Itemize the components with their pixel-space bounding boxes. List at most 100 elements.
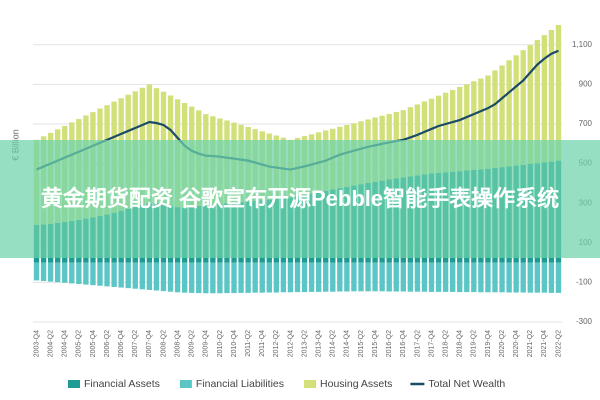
bar (464, 262, 470, 293)
legend-label: Housing Assets (320, 378, 392, 390)
bar (365, 262, 371, 292)
bar (174, 262, 181, 293)
x-tick-label: 2005-Q4 (90, 330, 97, 357)
bar (372, 262, 378, 292)
bar (506, 262, 512, 293)
bar (435, 262, 442, 292)
bar (62, 262, 68, 283)
x-tick-label: 2018-Q4 (457, 330, 464, 357)
x-tick-label: 2020-Q4 (513, 330, 520, 357)
bar (238, 262, 244, 293)
bar (273, 262, 280, 293)
x-tick-label: 2009-Q2 (189, 330, 196, 357)
legend-label: Financial Assets (84, 378, 160, 390)
bar (76, 262, 82, 284)
bar (259, 262, 265, 293)
bar (252, 262, 258, 293)
x-tick-label: 2019-Q2 (471, 330, 478, 357)
x-tick-label: 2022-Q2 (555, 330, 562, 357)
legend-swatch (304, 380, 317, 388)
bar (492, 262, 498, 293)
bar (393, 262, 399, 292)
bar (414, 104, 421, 176)
bar (69, 262, 75, 284)
bar (337, 262, 343, 292)
bar (513, 55, 519, 166)
bar (421, 101, 428, 175)
bar (485, 262, 491, 293)
bar (125, 262, 131, 289)
x-tick-label: 2016-Q4 (400, 330, 407, 357)
bar (40, 262, 47, 282)
bar (111, 262, 117, 287)
bar (527, 45, 533, 164)
bar (301, 262, 308, 293)
bar (245, 262, 251, 293)
bar (294, 262, 301, 293)
bar (344, 262, 350, 292)
x-tick-label: 2017-Q4 (428, 330, 435, 357)
bar (457, 262, 463, 293)
x-tick-label: 2011-Q4 (259, 330, 266, 357)
bar (203, 262, 209, 294)
bar (90, 262, 96, 286)
y-tick-label: -100 (576, 278, 593, 287)
y-tick-label: 700 (579, 119, 593, 128)
bar (351, 262, 357, 292)
bar (513, 262, 519, 293)
bar (414, 262, 421, 292)
bar (499, 65, 505, 168)
bar (287, 262, 294, 293)
y-tick-label: 1,100 (572, 40, 593, 49)
x-tick-label: 2015-Q4 (372, 330, 379, 357)
x-tick-label: 2005-Q2 (76, 330, 83, 357)
bar (386, 262, 392, 292)
x-tick-label: 2018-Q2 (442, 330, 449, 357)
bar (196, 262, 202, 294)
x-tick-label: 2004-Q4 (62, 330, 69, 357)
bar (266, 262, 272, 293)
x-tick-label: 2003-Q4 (33, 330, 40, 357)
bar (478, 78, 484, 170)
bar (47, 262, 54, 282)
y-tick-label: -300 (576, 317, 593, 326)
bar (534, 262, 540, 293)
bar (407, 262, 414, 292)
bar (167, 262, 174, 292)
x-tick-label: 2019-Q4 (485, 330, 492, 357)
bar (485, 75, 491, 169)
bar (315, 262, 322, 292)
bar (471, 81, 477, 170)
bar (428, 262, 435, 292)
bar (442, 262, 449, 292)
bar (548, 29, 555, 162)
x-tick-label: 2017-Q2 (414, 330, 421, 357)
legend-label: Total Net Wealth (428, 378, 505, 390)
x-tick-label: 2014-Q2 (330, 330, 337, 357)
x-tick-label: 2021-Q2 (527, 330, 534, 357)
bar (330, 262, 336, 292)
x-tick-label: 2009-Q4 (203, 330, 210, 357)
bar (464, 84, 470, 171)
legend-swatch (179, 380, 192, 388)
bar (308, 262, 315, 292)
x-tick-label: 2007-Q4 (146, 330, 153, 357)
x-tick-label: 2014-Q4 (344, 330, 351, 357)
x-tick-label: 2007-Q2 (132, 330, 139, 357)
x-tick-label: 2004-Q2 (47, 330, 54, 357)
x-tick-label: 2013-Q4 (316, 330, 323, 357)
bar (33, 262, 40, 281)
overlay-text: 黄金期货配资 谷歌宣布开源Pebble智能手表操作系统 (40, 186, 560, 211)
bar (400, 262, 406, 292)
bar (379, 262, 385, 292)
bar (132, 262, 138, 289)
bar (323, 262, 329, 292)
bar (527, 262, 533, 293)
bar (471, 262, 477, 293)
bar (506, 60, 512, 167)
bar (181, 262, 188, 293)
bar (449, 89, 456, 172)
bar (548, 262, 555, 293)
bar (520, 262, 526, 293)
y-tick-label: 900 (579, 80, 593, 89)
